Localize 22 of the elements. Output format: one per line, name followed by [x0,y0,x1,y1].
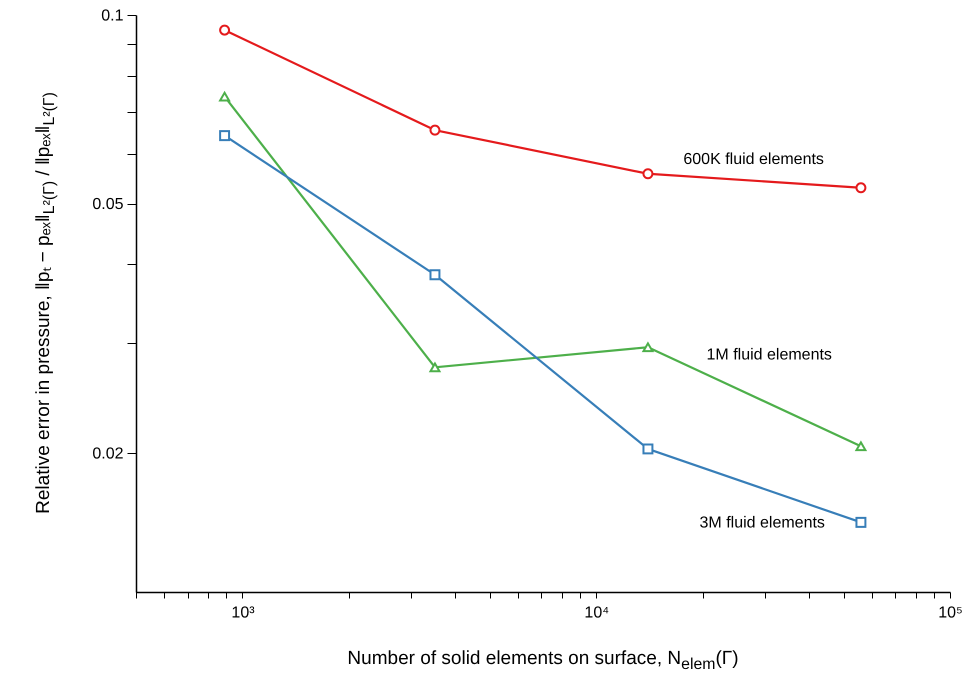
point [429,269,440,280]
series-label: 1M fluid elements [706,346,832,364]
x-axis-title: Number of solid elements on surface, N$_{elem}$(Γ) [347,648,739,674]
y-tick-label: 0.1 [101,8,124,24]
x-tick-label: 10³ [231,604,256,622]
series-label: 3M fluid elements [700,514,825,532]
series-label: 600K fluid elements [683,150,824,168]
point [429,362,440,372]
point [642,168,654,180]
y-tick-label: 0.05 [92,196,124,214]
point [642,342,654,352]
point [642,443,654,454]
x-tick-label: 10⁴ [584,604,610,622]
point [855,182,866,194]
point [219,92,230,102]
point [219,24,230,36]
point [855,516,866,528]
y-tick-label: 0.02 [92,445,124,462]
point [855,441,866,452]
point [429,124,440,136]
point [219,130,230,142]
x-tick-label: 10⁵ [938,604,963,622]
